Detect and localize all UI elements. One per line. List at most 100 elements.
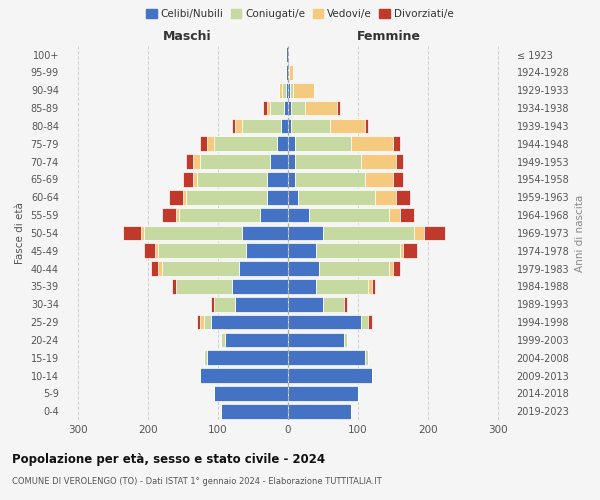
Bar xyxy=(293,83,314,98)
Bar xyxy=(316,244,400,258)
Bar xyxy=(282,83,286,98)
Bar xyxy=(144,244,155,258)
Bar xyxy=(319,262,389,276)
Bar xyxy=(200,136,207,151)
Bar xyxy=(286,65,288,80)
Bar xyxy=(186,154,193,169)
Bar xyxy=(288,172,295,187)
Bar xyxy=(214,386,288,400)
Bar xyxy=(424,226,445,240)
Bar xyxy=(158,244,246,258)
Bar xyxy=(151,262,158,276)
Bar xyxy=(232,118,235,134)
Bar xyxy=(288,279,316,293)
Bar xyxy=(242,226,288,240)
Bar xyxy=(193,172,197,187)
Bar xyxy=(235,297,288,312)
Bar xyxy=(281,118,288,134)
Bar xyxy=(400,208,414,222)
Bar xyxy=(221,332,225,347)
Text: Popolazione per età, sesso e stato civile - 2024: Popolazione per età, sesso e stato civil… xyxy=(12,452,325,466)
Bar xyxy=(141,226,144,240)
Bar xyxy=(200,315,204,330)
Bar xyxy=(232,279,288,293)
Bar xyxy=(270,101,284,116)
Bar xyxy=(305,101,337,116)
Bar xyxy=(288,262,319,276)
Bar xyxy=(176,208,179,222)
Bar xyxy=(309,208,389,222)
Bar xyxy=(288,332,344,347)
Bar xyxy=(197,315,200,330)
Bar xyxy=(288,226,323,240)
Bar xyxy=(239,262,288,276)
Bar xyxy=(246,244,288,258)
Bar xyxy=(375,190,396,204)
Legend: Celibi/Nubili, Coniugati/e, Vedovi/e, Divorziati/e: Celibi/Nubili, Coniugati/e, Vedovi/e, Di… xyxy=(142,5,458,24)
Bar xyxy=(200,154,270,169)
Bar xyxy=(414,226,424,240)
Bar xyxy=(290,83,293,98)
Bar xyxy=(288,315,361,330)
Bar xyxy=(298,190,375,204)
Bar xyxy=(288,350,365,365)
Bar xyxy=(365,350,368,365)
Bar xyxy=(242,118,281,134)
Bar xyxy=(330,118,365,134)
Bar xyxy=(288,101,291,116)
Bar xyxy=(162,208,176,222)
Bar xyxy=(193,154,200,169)
Y-axis label: Anni di nascita: Anni di nascita xyxy=(575,194,585,272)
Bar xyxy=(235,118,242,134)
Bar xyxy=(197,172,267,187)
Bar xyxy=(155,244,158,258)
Text: Maschi: Maschi xyxy=(163,30,211,43)
Bar xyxy=(176,279,232,293)
Bar xyxy=(288,65,289,80)
Bar xyxy=(344,332,347,347)
Bar xyxy=(288,118,291,134)
Bar xyxy=(288,190,298,204)
Bar xyxy=(372,279,375,293)
Bar xyxy=(263,101,267,116)
Bar xyxy=(396,154,403,169)
Bar xyxy=(288,386,358,400)
Bar xyxy=(389,208,400,222)
Bar xyxy=(267,190,288,204)
Bar xyxy=(288,154,295,169)
Bar xyxy=(284,101,288,116)
Bar xyxy=(204,315,211,330)
Bar xyxy=(361,154,396,169)
Bar xyxy=(179,208,260,222)
Bar xyxy=(351,136,393,151)
Bar xyxy=(365,172,393,187)
Bar xyxy=(186,190,267,204)
Bar xyxy=(288,208,309,222)
Bar xyxy=(288,297,323,312)
Bar xyxy=(200,368,288,383)
Bar xyxy=(403,244,417,258)
Bar xyxy=(368,279,372,293)
Bar xyxy=(288,83,290,98)
Bar xyxy=(288,136,295,151)
Bar xyxy=(214,136,277,151)
Bar xyxy=(207,350,288,365)
Bar xyxy=(286,83,288,98)
Bar xyxy=(144,226,242,240)
Bar xyxy=(289,65,293,80)
Bar xyxy=(277,136,288,151)
Bar xyxy=(389,262,393,276)
Bar xyxy=(211,315,288,330)
Bar xyxy=(267,172,288,187)
Bar xyxy=(344,297,347,312)
Bar xyxy=(295,136,351,151)
Text: COMUNE DI VEROLENGO (TO) - Dati ISTAT 1° gennaio 2024 - Elaborazione TUTTITALIA.: COMUNE DI VEROLENGO (TO) - Dati ISTAT 1°… xyxy=(12,478,382,486)
Bar xyxy=(183,190,186,204)
Bar xyxy=(214,297,235,312)
Bar xyxy=(368,315,372,330)
Bar xyxy=(323,226,414,240)
Bar xyxy=(288,244,316,258)
Bar xyxy=(295,172,365,187)
Bar xyxy=(291,101,305,116)
Bar xyxy=(393,172,403,187)
